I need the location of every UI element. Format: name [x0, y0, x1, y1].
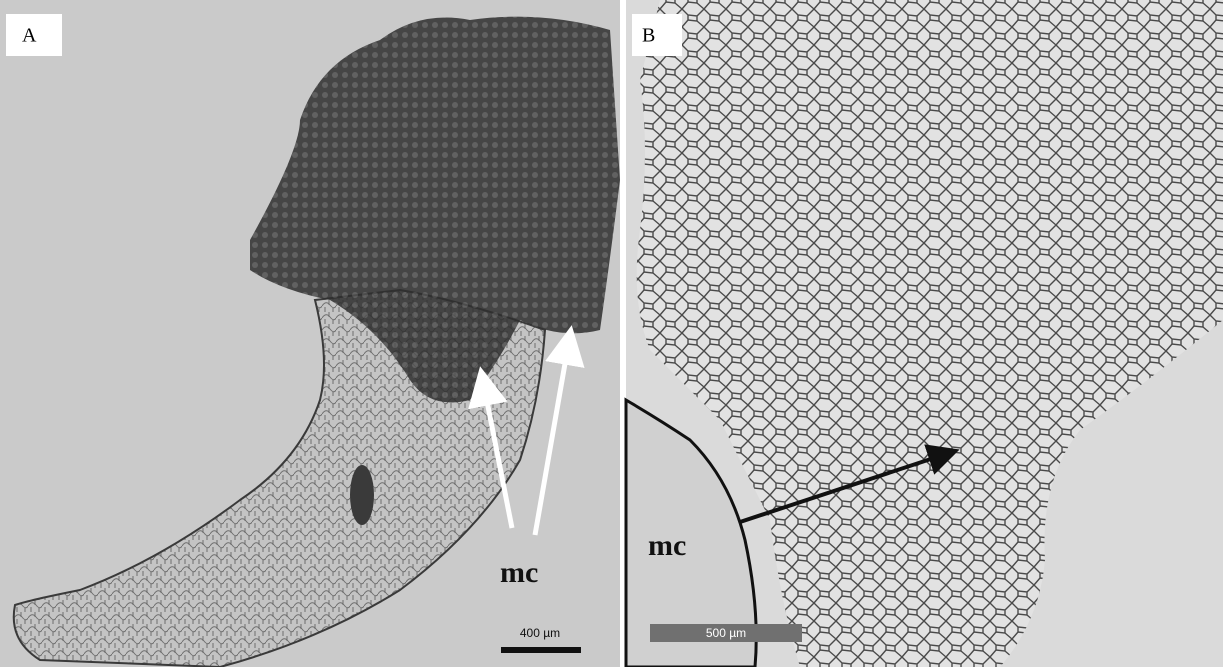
dark-spot — [350, 465, 374, 525]
annotation: mc — [500, 556, 538, 589]
label-box — [632, 14, 682, 56]
page: {"panels": [ {"label": "A", "annotation"… — [0, 0, 1223, 667]
scale-bar — [501, 647, 581, 653]
panel-label: B — [642, 25, 655, 47]
figure: A mc 400 µm B mc 500 µm — [0, 0, 1223, 667]
panel-a: A mc 400 µm — [0, 0, 620, 667]
scale-bar-label: 500 µm — [706, 626, 746, 640]
annotation: mc — [648, 529, 686, 562]
panel-label: A — [22, 25, 37, 47]
scale-bar-label: 400 µm — [520, 626, 560, 640]
panel-b: B mc 500 µm — [626, 0, 1223, 667]
